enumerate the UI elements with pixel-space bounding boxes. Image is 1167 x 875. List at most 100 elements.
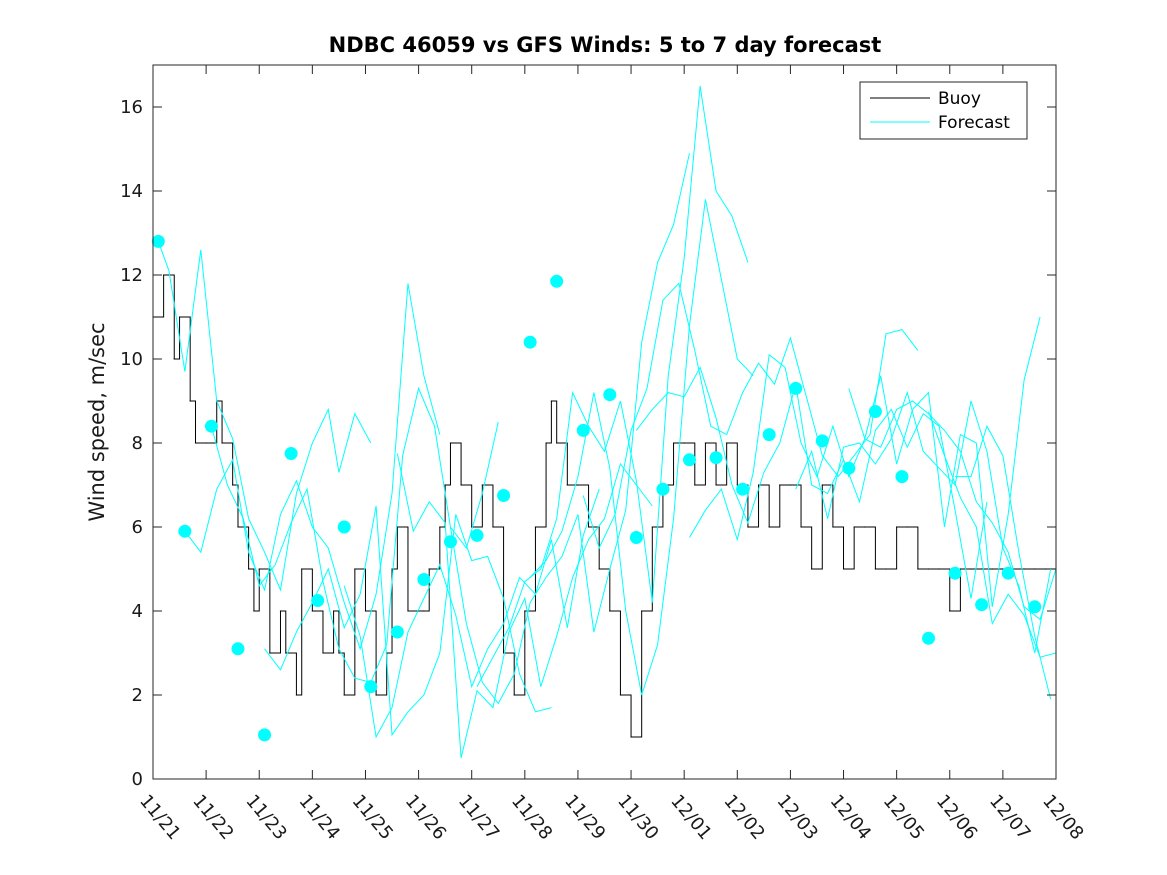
plot-frame [152, 64, 1057, 780]
buoy-point [333, 610, 335, 612]
x-tick-label: 11/28 [507, 791, 556, 844]
x-tick-label: 11/29 [560, 791, 609, 844]
forecast-marker [922, 631, 936, 645]
buoy-point [285, 652, 287, 654]
forecast-marker [364, 680, 378, 694]
buoy-point [444, 484, 446, 486]
legend-box [859, 81, 1028, 140]
x-tick-label: 12/05 [879, 791, 928, 844]
buoy-point [481, 484, 483, 486]
y-tick-label: 10 [120, 349, 143, 370]
buoy-point [832, 526, 834, 528]
buoy-point [449, 442, 452, 444]
forecast-marker [204, 419, 218, 433]
buoy-point [949, 610, 951, 612]
forecast-marker [231, 642, 245, 656]
buoy-point [550, 400, 552, 402]
x-tick-label: 12/01 [666, 791, 715, 844]
buoy-point [502, 652, 505, 654]
buoy-point [428, 568, 430, 570]
forecast-run-line [848, 388, 1057, 621]
x-tick-label: 11/27 [454, 791, 503, 844]
forecast-marker [390, 625, 404, 639]
forecast-marker [736, 482, 750, 496]
buoy-point [189, 400, 191, 402]
forecast-run-line [955, 424, 1052, 700]
x-tick-label: 11/21 [135, 791, 184, 844]
forecast-run-line [795, 390, 1052, 654]
buoy-point [587, 526, 590, 528]
buoy-point [295, 694, 298, 696]
buoy-point [641, 610, 643, 612]
buoy-point [322, 652, 324, 654]
buoy-point [896, 526, 898, 528]
buoy-point [853, 526, 855, 528]
forecast-marker [762, 428, 776, 442]
y-tick-label: 6 [132, 517, 143, 538]
legend-label-forecast: Forecast [938, 113, 1010, 133]
forecast-marker [975, 598, 989, 612]
buoy-point [248, 568, 250, 570]
x-tick-label: 11/24 [295, 791, 344, 844]
buoy-point [343, 694, 345, 696]
buoy-point [205, 442, 207, 444]
buoy-point [1034, 568, 1036, 570]
buoy-point [927, 568, 930, 570]
buoy-point [906, 526, 908, 528]
x-tick-label: 12/04 [826, 791, 875, 844]
buoy-point [364, 610, 367, 612]
buoy-point [232, 484, 234, 486]
forecast-marker [417, 573, 431, 586]
buoy-point [269, 652, 271, 654]
forecast-run-line [184, 283, 441, 651]
buoy-point [842, 568, 845, 570]
x-tick-label: 12/03 [773, 791, 822, 844]
buoy-point [768, 526, 770, 528]
buoy-line [153, 274, 1056, 738]
buoy-point [566, 484, 568, 486]
x-tick-label: 11/30 [613, 791, 662, 844]
forecast-run-line [635, 366, 988, 599]
buoy-series [152, 274, 1057, 738]
buoy-point [524, 610, 526, 612]
y-tick-label: 14 [120, 181, 143, 202]
forecast-marker [523, 335, 537, 349]
forecast-marker [682, 453, 696, 467]
forecast-marker [842, 461, 856, 475]
buoy-point [279, 610, 282, 612]
buoy-point [779, 484, 781, 486]
buoy-point [354, 568, 356, 570]
y-tick-label: 16 [120, 97, 143, 118]
forecast-marker [948, 566, 962, 580]
buoy-point [789, 484, 792, 486]
buoy-point [672, 442, 675, 444]
buoy-point [715, 484, 717, 486]
forecast-run-line [476, 85, 749, 687]
buoy-point [391, 568, 393, 570]
buoy-point [556, 442, 558, 444]
forecast-marker [337, 520, 351, 534]
x-tick-label: 11/23 [241, 791, 290, 844]
buoy-point [609, 610, 611, 612]
buoy-point [864, 526, 866, 528]
x-tick-label: 12/02 [719, 791, 768, 844]
forecast-series-group [157, 85, 1057, 759]
forecast-marker [497, 489, 511, 502]
y-axis: 0 2 4 6 8 10 12 14 16 [120, 97, 1056, 790]
forecast-marker [1028, 600, 1042, 614]
buoy-point [301, 568, 303, 570]
forecast-marker [629, 531, 643, 544]
buoy-point [311, 610, 313, 612]
forecast-marker [576, 423, 590, 437]
forecast-marker [895, 470, 909, 484]
y-axis-label: Wind speed, m/sec [85, 322, 109, 521]
buoy-point [683, 442, 685, 444]
buoy-point [800, 526, 802, 528]
buoy-point [545, 442, 547, 444]
buoy-point [885, 568, 887, 570]
buoy-point [439, 526, 441, 528]
x-tick-label: 11/26 [401, 791, 450, 844]
buoy-point [991, 568, 993, 570]
buoy-point [237, 526, 239, 528]
buoy-point [253, 610, 255, 612]
